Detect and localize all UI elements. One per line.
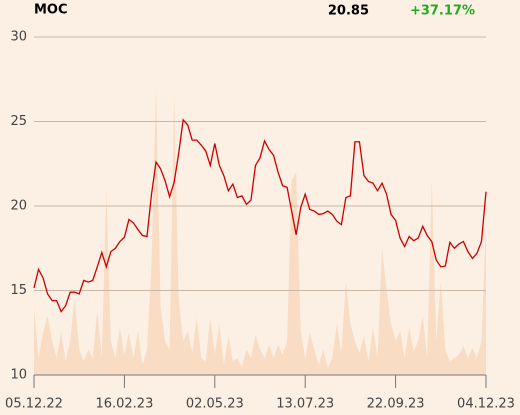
x-tick-label: 22.09.23: [367, 397, 425, 412]
x-tick-label: 02.05.23: [186, 397, 244, 412]
chart-title: MOC: [34, 3, 68, 18]
y-tick-label: 15: [10, 283, 27, 298]
x-tick-label: 16.02.23: [95, 397, 153, 412]
x-tick-label: 13.07.23: [276, 397, 334, 412]
x-tick-label: 05.12.22: [5, 397, 63, 412]
y-tick-label: 30: [10, 30, 27, 45]
y-tick-label: 10: [10, 368, 27, 383]
y-tick-label: 25: [10, 114, 27, 129]
x-tick-label: 04.12.23: [457, 397, 515, 412]
volume-area: [34, 87, 486, 375]
y-tick-label: 20: [10, 199, 27, 214]
last-price: 20.85: [328, 4, 369, 19]
price-change: +37.17%: [410, 4, 475, 19]
price-line: [33, 118, 487, 313]
